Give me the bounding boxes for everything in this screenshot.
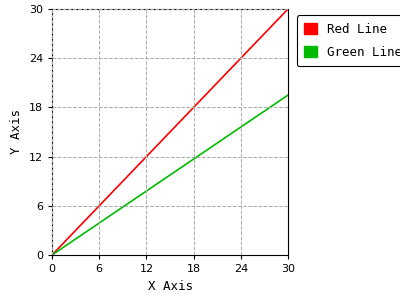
X-axis label: X Axis: X Axis <box>148 280 192 292</box>
Legend: Red Line, Green Line: Red Line, Green Line <box>297 15 400 66</box>
Y-axis label: Y Axis: Y Axis <box>10 110 23 154</box>
